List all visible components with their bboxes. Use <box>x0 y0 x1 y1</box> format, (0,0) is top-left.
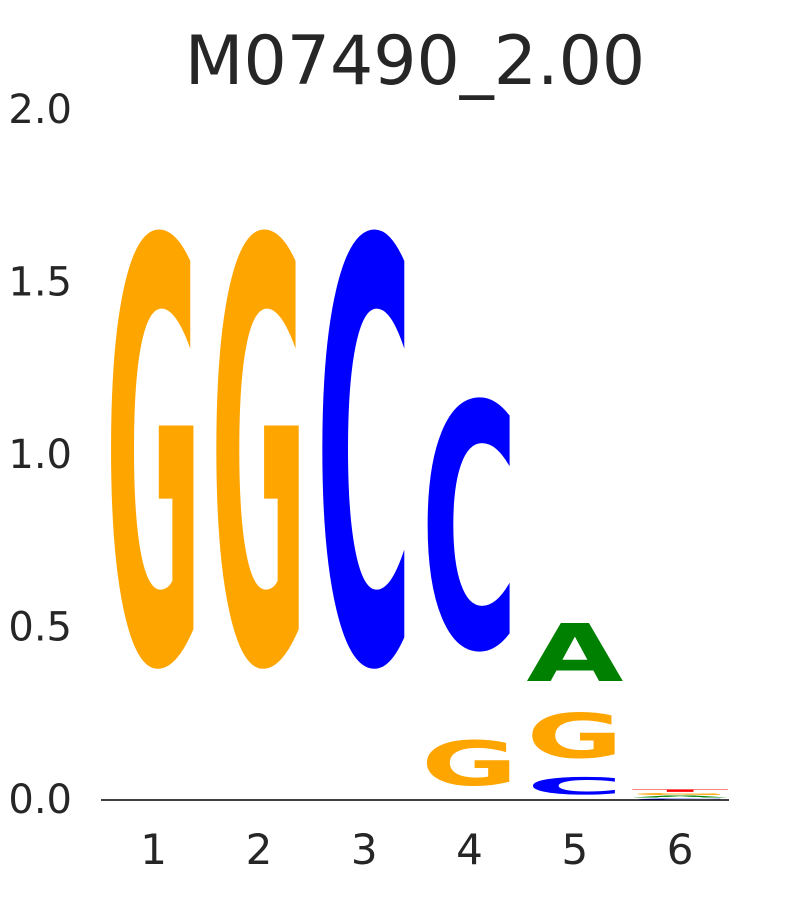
y-tick-label: 2.0 <box>8 87 72 133</box>
x-tick-label: 2 <box>246 825 273 874</box>
logo-letter-G: G <box>105 121 202 797</box>
logo-letter-T: T <box>632 789 730 793</box>
logo-column-5: CGA <box>526 607 623 800</box>
logo-letter-A: A <box>526 607 623 700</box>
logo-letter-C: C <box>632 798 729 800</box>
logo-column-1: G <box>105 121 202 797</box>
logo-letter-C: C <box>526 773 623 800</box>
logo-letter-G: G <box>421 728 518 800</box>
logo-column-2: G <box>210 121 307 797</box>
logo-letter-G: G <box>210 121 307 797</box>
logo-letter-C: C <box>421 336 518 727</box>
y-tick-label: 0.5 <box>8 605 72 651</box>
logo-column-3: C <box>316 123 413 799</box>
x-axis: 1 2 3 4 5 6 <box>140 825 693 874</box>
x-tick-label: 4 <box>456 825 483 874</box>
logo-letter-G: G <box>526 700 623 772</box>
logo-column-4: GC <box>421 336 518 800</box>
logo-letter-A: A <box>632 796 730 799</box>
x-tick-label: 5 <box>561 825 588 874</box>
chart-title: M07490_2.00 <box>185 22 645 101</box>
logo-letter-G: G <box>632 793 729 796</box>
x-tick-label: 3 <box>351 825 378 874</box>
x-tick-label: 1 <box>140 825 167 874</box>
y-tick-label: 1.0 <box>8 432 72 478</box>
logo-letter-C: C <box>316 123 413 799</box>
y-tick-label: 0.0 <box>8 777 72 823</box>
y-axis: 0.0 0.5 1.0 1.5 2.0 <box>8 87 72 823</box>
x-tick-label: 6 <box>667 825 694 874</box>
y-tick-label: 1.5 <box>8 260 72 306</box>
